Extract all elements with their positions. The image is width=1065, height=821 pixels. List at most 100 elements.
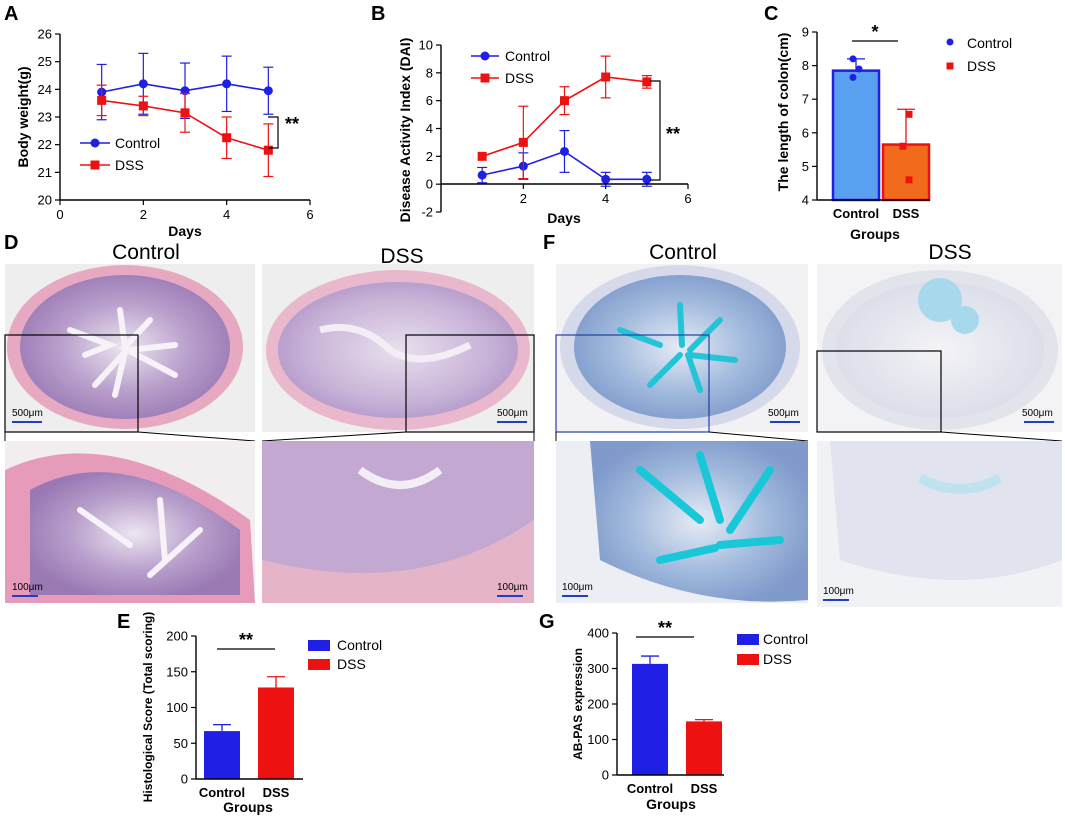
a-y-label: Body weight(g)	[15, 66, 31, 167]
b-dss-point	[560, 96, 569, 106]
d-dss-title: DSS	[380, 245, 423, 268]
a-ytick-label: 22	[38, 137, 52, 152]
g-bar-control	[632, 663, 668, 775]
b-control-point	[642, 174, 652, 184]
f-dss-zoom-line	[940, 431, 1063, 442]
b-ytick-label: -2	[421, 205, 433, 220]
c-ytick-label: 8	[802, 58, 809, 73]
c-legend-control: Control	[967, 35, 1012, 51]
b-legend-control-marker	[480, 51, 490, 61]
c-y-label: The length of colon(cm)	[775, 33, 791, 192]
f-scale-dss-bottom: 100μm	[823, 586, 854, 597]
d-control-overview-image: 500μm	[4, 264, 255, 433]
a-legend-control: Control	[115, 135, 160, 151]
panel-g-label: G	[539, 611, 555, 633]
c-point-dss	[905, 110, 913, 118]
g-y-label: AB-PAS expression	[571, 648, 585, 760]
d-scale-dss-top: 500μm	[497, 408, 528, 419]
a-dss-point	[180, 108, 190, 118]
chart-b: -2 0 2 4 6 8 10 2 4 6	[419, 38, 692, 220]
b-ytick-label: 0	[426, 177, 433, 192]
a-ytick-label: 26	[38, 27, 52, 42]
f-scale-control-top: 500μm	[768, 408, 799, 419]
c-ytick-label: 5	[802, 159, 809, 174]
e-bar-control	[204, 731, 240, 779]
b-ytick-label: 2	[426, 149, 433, 164]
c-ytick-label: 4	[802, 193, 809, 208]
g-ytick-label: 0	[602, 768, 609, 783]
panel-c: C 4 5 6 7 8 9 Control DSS The length of colon(c…	[764, 3, 1012, 242]
g-legend-control-swatch	[737, 634, 759, 645]
b-legend-dss-marker	[480, 73, 490, 83]
g-legend-control: Control	[763, 631, 808, 647]
g-bar-dss	[686, 721, 722, 775]
c-ytick-label: 7	[802, 92, 809, 107]
panel-d: D Control DSS 500μm 500μm	[4, 232, 535, 603]
b-ytick-label: 8	[426, 65, 433, 80]
f-dss-title: DSS	[928, 241, 971, 264]
f-control-title: Control	[649, 241, 717, 264]
b-control-point	[477, 170, 487, 180]
b-legend-dss: DSS	[505, 70, 534, 86]
panel-f-label: F	[543, 232, 555, 254]
d-zoom-line-right	[137, 431, 256, 442]
a-xtick-label: 2	[140, 207, 147, 222]
c-point-control	[855, 65, 863, 73]
g-ytick-label: 100	[587, 732, 609, 747]
f-dss-overview-image: 500μm	[816, 264, 1062, 433]
c-bar-dss	[881, 143, 931, 202]
b-legend-control: Control	[505, 48, 550, 64]
c-legend-dss: DSS	[967, 58, 996, 74]
f-scale-dss-top: 500μm	[1022, 408, 1053, 419]
c-x-label: Groups	[850, 226, 900, 242]
c-xtick-label: Control	[833, 206, 879, 221]
a-sig-label: **	[285, 114, 299, 134]
b-dss-point	[518, 137, 528, 147]
a-legend-control-marker	[90, 138, 100, 148]
b-x-label: Days	[547, 210, 581, 226]
g-legend: Control DSS	[737, 631, 808, 667]
d-scale-control-top: 500μm	[12, 408, 43, 419]
e-sig-label: **	[239, 630, 253, 650]
e-legend-control-swatch	[308, 640, 330, 651]
a-sig-bracket	[268, 116, 279, 149]
b-dss-point	[642, 77, 652, 87]
b-xtick-label: 4	[602, 191, 609, 206]
a-ytick-label: 25	[38, 54, 52, 69]
panel-b-label: B	[371, 3, 385, 25]
e-xtick-label: Control	[199, 785, 245, 800]
a-xtick-label: 4	[223, 207, 230, 222]
b-xtick-label: 2	[520, 191, 527, 206]
d-dss-zoom-line-left	[261, 431, 407, 442]
c-point-dss	[899, 142, 907, 150]
e-ytick-label: 200	[166, 629, 188, 644]
c-ytick-label: 6	[802, 125, 809, 140]
panel-e-label: E	[117, 611, 130, 633]
f-control-zoom-image: 100μm	[556, 441, 808, 603]
panel-c-label: C	[764, 3, 778, 25]
g-x-label: Groups	[646, 796, 696, 812]
panel-d-label: D	[4, 232, 18, 254]
c-point-dss	[905, 176, 913, 184]
g-legend-dss: DSS	[763, 651, 792, 667]
e-legend-dss: DSS	[337, 656, 366, 672]
c-point-control	[849, 73, 857, 81]
e-xtick-label: DSS	[263, 785, 290, 800]
panel-f: F Control DSS 500μm 500μm	[543, 232, 1063, 607]
a-legend: Control DSS	[80, 135, 160, 173]
a-ytick-label: 24	[38, 82, 52, 97]
a-xtick-label: 0	[56, 207, 63, 222]
g-xtick-label: Control	[627, 781, 673, 796]
chart-g: 0 100 200 300 400 Control DSS	[587, 626, 722, 796]
b-sig-label: **	[666, 124, 680, 144]
b-ytick-label: 10	[419, 38, 433, 53]
e-y-label: Histological Score (Total scoring)	[141, 612, 155, 802]
c-legend: Control DSS	[946, 35, 1012, 74]
a-ytick-label: 21	[38, 165, 52, 180]
a-ytick-label: 20	[38, 193, 52, 208]
e-ytick-label: 0	[181, 772, 188, 787]
a-dss-point	[138, 101, 148, 111]
c-bar-control	[831, 69, 881, 202]
